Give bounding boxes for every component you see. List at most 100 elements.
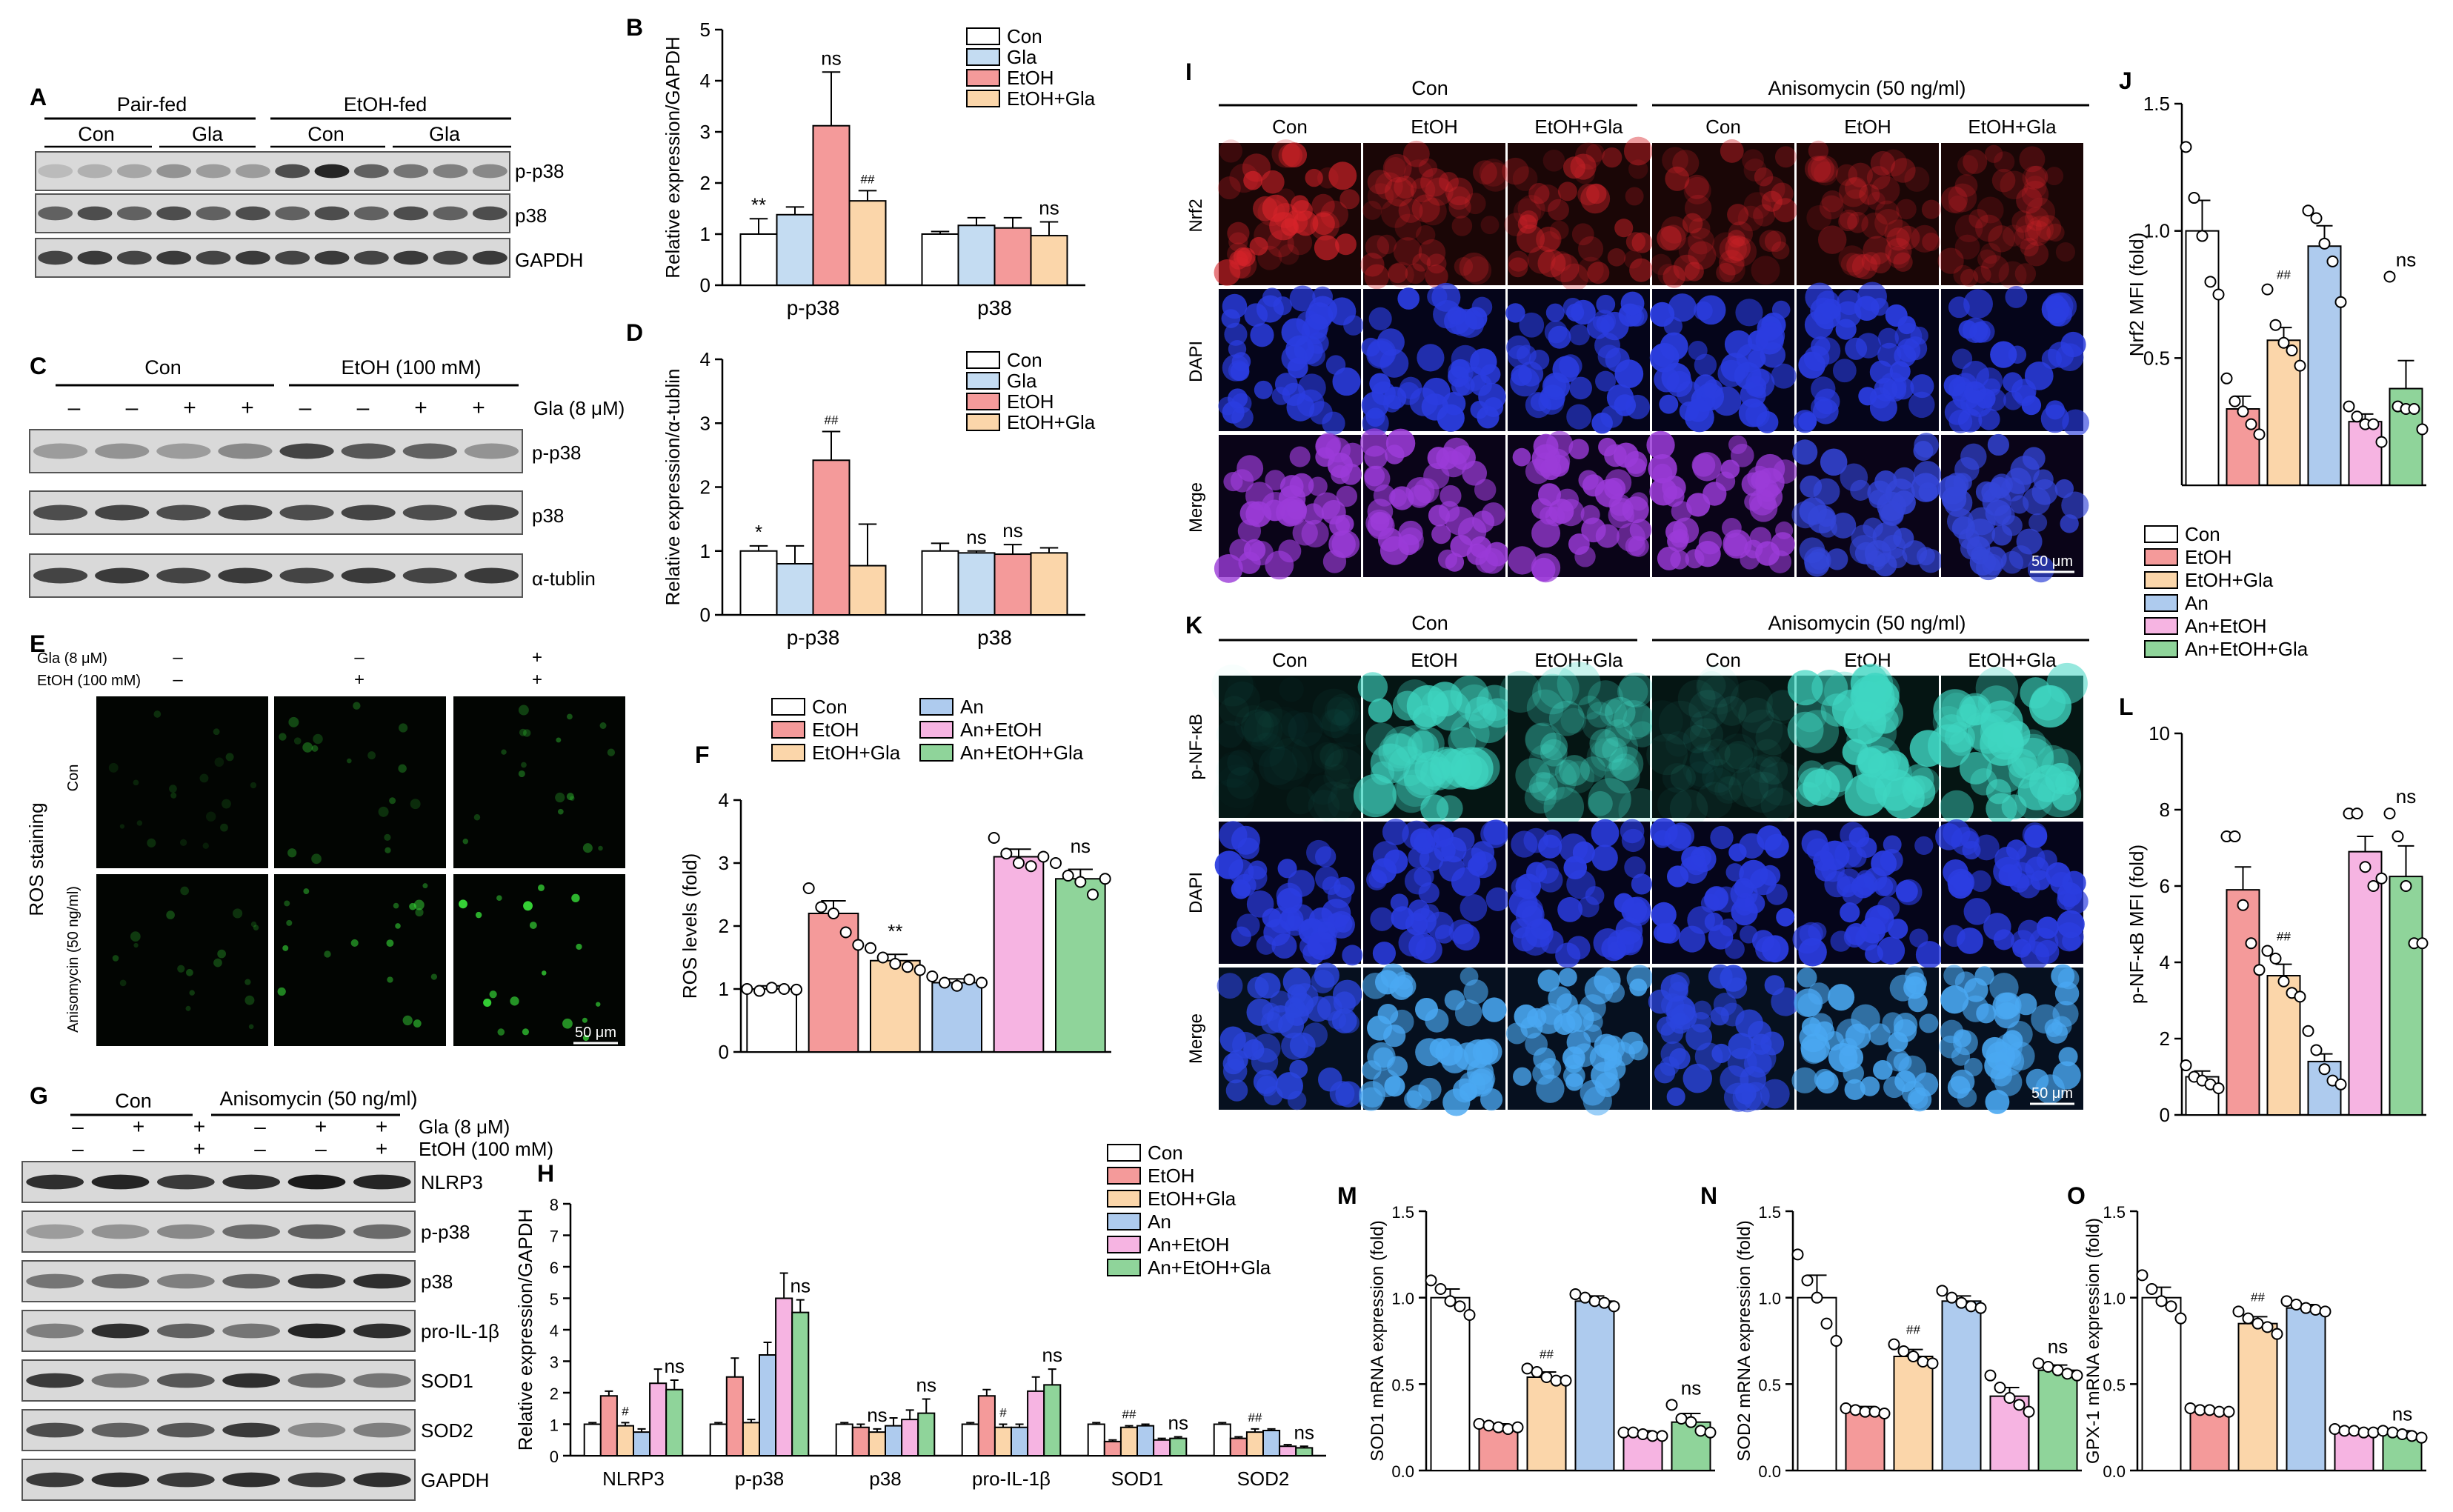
- y-tick-label: 6: [550, 1259, 559, 1277]
- cell: [1562, 156, 1585, 179]
- cell: [501, 749, 507, 755]
- blot-C-p38: [29, 490, 523, 535]
- cell: [1989, 973, 2019, 1002]
- legend-swatch: [966, 413, 1000, 431]
- cell: [1229, 539, 1252, 562]
- cell: [1895, 879, 1918, 903]
- cell: [1951, 826, 1980, 856]
- blot-band: [402, 567, 457, 584]
- cell: [522, 729, 531, 737]
- cell: [1536, 226, 1562, 253]
- cell: [1896, 225, 1920, 250]
- cell: [1499, 670, 1542, 713]
- blot-band: [402, 504, 457, 521]
- cell: [1890, 158, 1916, 183]
- cell: [1791, 1067, 1818, 1093]
- cell: [1568, 324, 1590, 346]
- cell: [1967, 507, 1996, 536]
- legend-label: An+EtOH+Gla: [960, 742, 1084, 764]
- sub-label: Gla: [429, 123, 461, 145]
- bar: [885, 1425, 903, 1456]
- data-point: [1665, 1399, 1678, 1411]
- cell: [1365, 235, 1390, 259]
- bar: [1119, 1426, 1139, 1456]
- legend-label: Gla: [1007, 370, 1037, 392]
- data-point: [753, 985, 765, 997]
- cell: [2045, 167, 2064, 186]
- cell: [1586, 737, 1628, 779]
- cell: [2058, 1047, 2078, 1067]
- cell: [293, 737, 302, 745]
- data-point: [2261, 945, 2274, 957]
- cell: [497, 1028, 505, 1036]
- cell: [1372, 942, 1397, 965]
- treatment-sign: –: [299, 396, 312, 420]
- cell: [1977, 249, 1997, 269]
- cell: [1252, 196, 1278, 222]
- blot-band: [156, 1373, 215, 1388]
- cell: [1863, 236, 1892, 265]
- cell: [1328, 297, 1357, 326]
- cell: [1977, 685, 2015, 723]
- cell: [582, 843, 593, 853]
- cell: [409, 902, 416, 910]
- cell: [1981, 482, 2003, 503]
- cell: [1683, 176, 1711, 204]
- cell: [1318, 1067, 1342, 1092]
- legend-swatch: [2144, 571, 2178, 589]
- bar: [1055, 878, 1106, 1053]
- cell: [1803, 345, 1830, 372]
- cell: [1537, 483, 1561, 507]
- y-tick-label: 1.5: [1391, 1203, 1414, 1222]
- y-tick-label: 1: [700, 223, 710, 245]
- y-tick-label: 3: [700, 121, 710, 143]
- cell: [1471, 1067, 1496, 1090]
- cell: [1631, 873, 1653, 895]
- legend-swatch: [771, 721, 805, 739]
- cell: [1974, 966, 1994, 986]
- cell: [1568, 439, 1589, 460]
- cell: [1508, 250, 1529, 272]
- bar: [993, 1426, 1013, 1456]
- y-tick-label: 1.0: [1758, 1290, 1781, 1308]
- cell: [1670, 765, 1696, 790]
- cell: [1559, 833, 1588, 863]
- data-point: [2261, 283, 2274, 296]
- cell: [1963, 898, 1991, 925]
- y-tick-label: 1.0: [1391, 1290, 1414, 1308]
- cell: [324, 950, 331, 958]
- cell: [1425, 264, 1448, 288]
- y-tick-label: 3: [550, 1353, 559, 1372]
- cell: [1954, 174, 1978, 197]
- cell: [186, 968, 193, 976]
- blot-band: [116, 206, 152, 221]
- cell: [1742, 149, 1764, 172]
- cell: [1700, 675, 1740, 715]
- cell: [180, 886, 190, 896]
- cell: [1397, 287, 1420, 310]
- treatment-label: EtOH (100 mM): [419, 1138, 553, 1160]
- y-tick-label: 0.5: [2143, 347, 2170, 369]
- bar: [2141, 1296, 2182, 1471]
- band-label: p-p38: [421, 1221, 470, 1243]
- cell: [1568, 533, 1590, 555]
- cell: [1725, 977, 1748, 999]
- data-point: [1617, 1426, 1630, 1439]
- y-tick-label: 0: [550, 1448, 559, 1466]
- legend-swatch: [2144, 640, 2178, 658]
- blot-band: [156, 206, 192, 221]
- cell: [279, 733, 287, 741]
- data-point: [2174, 1312, 2187, 1325]
- cell: [1867, 480, 1892, 506]
- cell: [1697, 670, 1726, 700]
- cell: [384, 833, 391, 841]
- cell: [1787, 711, 1824, 748]
- bar: [1087, 1423, 1105, 1456]
- cell: [555, 792, 565, 803]
- nfkb-image: [1216, 962, 1362, 1110]
- ros-image: [453, 874, 625, 1046]
- cell: [1874, 208, 1903, 238]
- cell: [1359, 1081, 1386, 1108]
- cell: [1742, 771, 1784, 813]
